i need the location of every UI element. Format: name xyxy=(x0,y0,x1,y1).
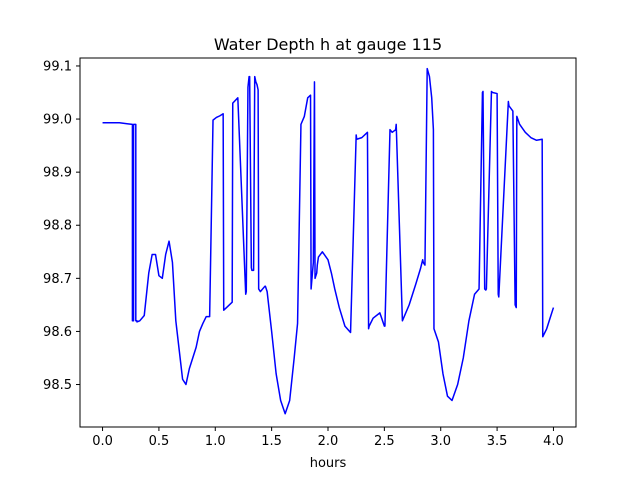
series-line-0 xyxy=(102,67,555,415)
axes-frame xyxy=(79,57,577,428)
x-axis-ticks: 0.0 0.5 1.0 1.5 2.0 2.5 3.0 3.5 4.0 xyxy=(92,427,564,449)
x-tick-label: 1.5 xyxy=(261,434,282,449)
x-tick-label: 0.0 xyxy=(92,434,113,449)
x-tick-label: 2.5 xyxy=(374,434,395,449)
x-tick-label: 4.0 xyxy=(543,434,564,449)
y-tick-label: 99.0 xyxy=(43,113,72,128)
y-tick-label: 98.5 xyxy=(43,378,72,393)
x-tick-label: 3.5 xyxy=(487,434,508,449)
y-tick-label: 99.1 xyxy=(43,59,72,74)
x-tick-label: 1.0 xyxy=(205,434,226,449)
y-axis-ticks: 98.5 98.6 98.7 98.8 98.9 99.0 99.1 xyxy=(43,59,80,393)
chart-title: Water Depth h at gauge 115 xyxy=(214,35,442,54)
y-tick-label: 98.9 xyxy=(43,166,72,181)
x-axis-label: hours xyxy=(310,456,347,471)
x-tick-label: 0.5 xyxy=(149,434,170,449)
x-tick-label: 3.0 xyxy=(430,434,451,449)
y-tick-label: 98.7 xyxy=(43,272,72,287)
y-tick-label: 98.6 xyxy=(43,325,72,340)
y-tick-label: 98.8 xyxy=(43,219,72,234)
plot-area xyxy=(102,67,555,415)
x-tick-label: 2.0 xyxy=(318,434,339,449)
